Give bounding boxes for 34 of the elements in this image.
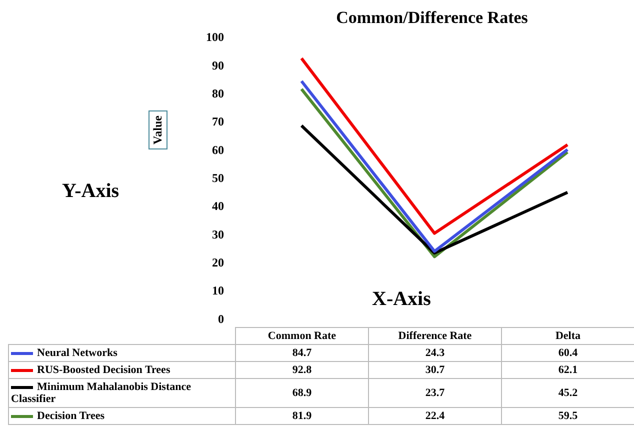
y-tick-label: 20 (212, 256, 224, 270)
legend-label: Neural Networks (8, 344, 236, 362)
x-axis-title: X-Axis (372, 288, 431, 311)
legend-label: RUS-Boosted Decision Trees (8, 362, 236, 378)
data-label: 24.3 (368, 344, 502, 362)
data-label: 92.8 (236, 362, 368, 378)
data-label: 22.4 (368, 408, 502, 424)
y-tick-label: 70 (212, 114, 224, 129)
data-label: 30.7 (368, 362, 502, 378)
data-label: 59.5 (502, 408, 634, 424)
y-tick-label: 30 (212, 227, 224, 242)
y-tick-label: 10 (212, 284, 224, 298)
legend-label: Minimum Mahalanobis Distance Classifier (8, 378, 236, 408)
data-label: 23.7 (368, 378, 502, 408)
x-tick-label: Delta (502, 328, 634, 344)
y-tick-label: 0 (218, 312, 224, 326)
text: Y-Axis (62, 180, 120, 203)
y-tick-label: 60 (212, 142, 224, 157)
data-label: 81.9 (236, 408, 368, 424)
x-tick-label: Common Rate (236, 328, 368, 344)
y-axis-title: Value (148, 110, 168, 150)
data-label: 84.7 (236, 344, 368, 362)
y-tick-label: 100 (206, 30, 224, 44)
y-tick-label: 50 (212, 170, 224, 185)
data-label: 62.1 (502, 362, 634, 378)
data-label: 45.2 (502, 378, 634, 408)
y-tick-label: 90 (212, 58, 224, 72)
legend-label: Decision Trees (8, 408, 236, 424)
y-tick-label: 80 (212, 86, 224, 100)
data-label: 68.9 (236, 378, 368, 408)
y-tick-label: 40 (212, 199, 224, 214)
data-label: 60.4 (502, 344, 634, 362)
chart-title: Common/Difference Rates (335, 8, 529, 28)
x-tick-label: Difference Rate (368, 328, 502, 344)
